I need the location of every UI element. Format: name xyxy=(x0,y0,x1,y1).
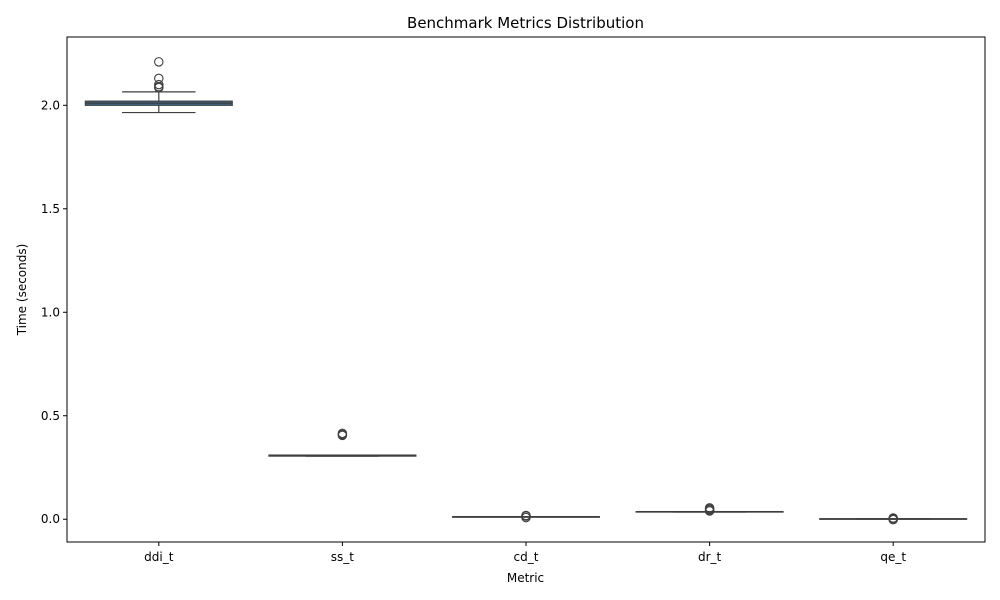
outlier-point xyxy=(521,510,531,521)
outlier-point xyxy=(154,57,164,67)
box-group xyxy=(635,503,784,516)
x-tick-label: ddi_t xyxy=(144,550,174,564)
y-tick-label: 1.5 xyxy=(41,202,60,216)
x-tick-label: cd_t xyxy=(514,550,539,564)
box-group xyxy=(451,510,601,523)
outlier-point xyxy=(704,503,715,513)
y-axis: 0.0 0.5 1.0 1.5 2.0 xyxy=(41,98,67,526)
box-group xyxy=(268,428,417,457)
outlier-point xyxy=(154,82,164,93)
y-axis-title: Time (seconds) xyxy=(15,244,29,337)
outlier-point xyxy=(337,428,348,439)
y-tick-label: 0.0 xyxy=(41,512,60,526)
x-axis-title: Metric xyxy=(507,571,544,585)
box-group xyxy=(819,513,968,525)
y-tick-label: 2.0 xyxy=(41,98,60,112)
plot-area xyxy=(84,57,968,525)
chart-title: Benchmark Metrics Distribution xyxy=(407,14,644,32)
x-tick-label: ss_t xyxy=(331,550,355,564)
y-tick-label: 1.0 xyxy=(41,305,60,319)
y-tick-label: 0.5 xyxy=(41,409,60,423)
x-tick-label: qe_t xyxy=(880,550,906,564)
x-axis: ddi_t ss_t cd_t dr_t qe_t xyxy=(144,542,906,564)
outlier-point xyxy=(888,513,898,523)
box-group xyxy=(84,57,233,114)
x-tick-label: dr_t xyxy=(698,550,722,564)
